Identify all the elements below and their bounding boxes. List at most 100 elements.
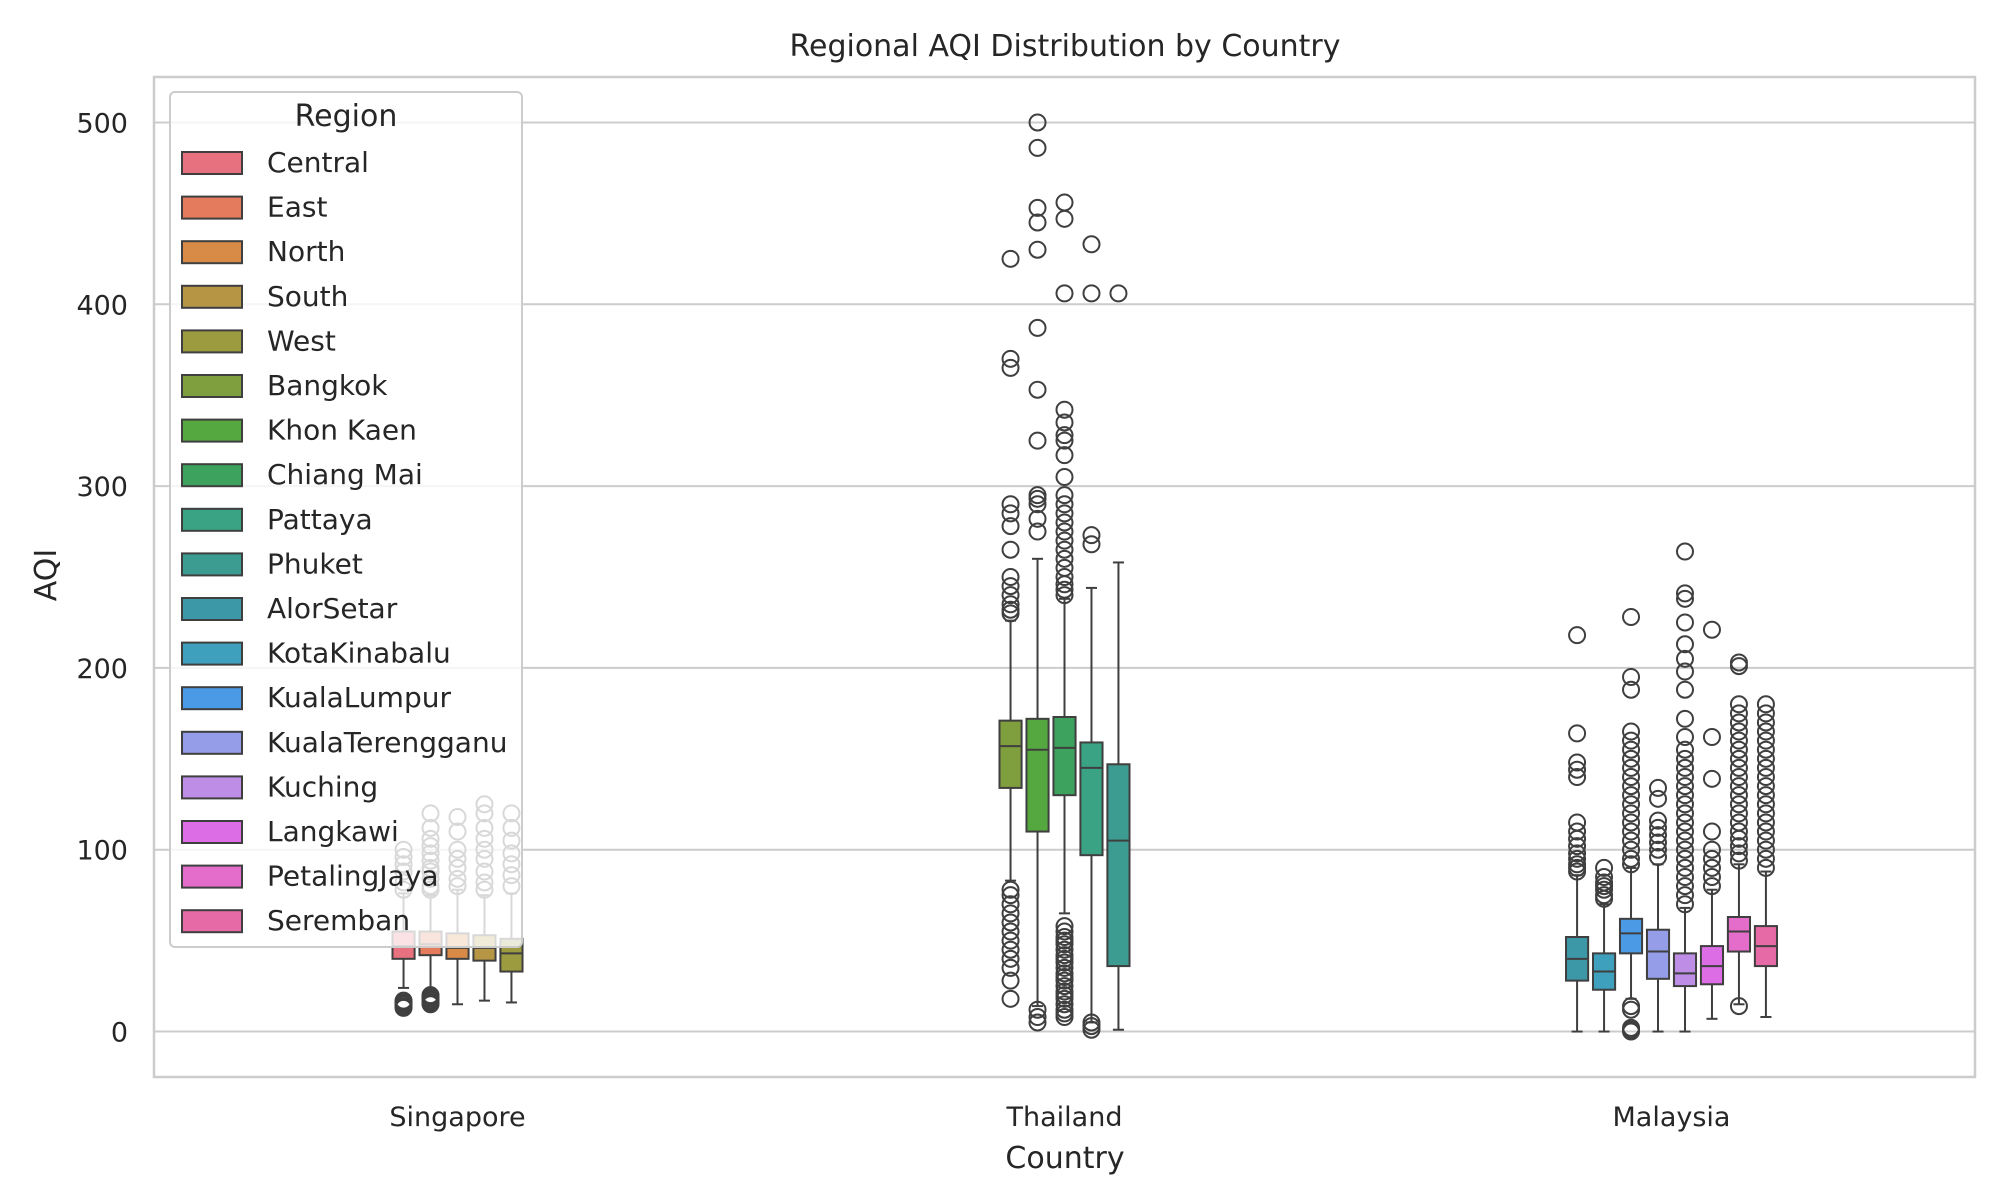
outlier-point (1055, 540, 1074, 559)
box-iqr (1645, 928, 1671, 980)
outlier-point (1082, 284, 1101, 303)
legend-label: Langkawi (267, 815, 399, 848)
outlier-point (1675, 877, 1694, 896)
outlier-point (1622, 680, 1641, 699)
outlier-point (1756, 777, 1775, 796)
outlier-point (1622, 668, 1641, 686)
outlier-point (1622, 822, 1641, 841)
outlier-point (1675, 709, 1694, 728)
outlier-point (1001, 880, 1020, 899)
outlier-point (1702, 840, 1721, 859)
outlier-point (1675, 740, 1694, 759)
legend-label: PetalingJaya (267, 860, 438, 893)
outlier-point (1729, 795, 1748, 814)
outlier-point (1055, 522, 1074, 541)
outlier-point (1675, 584, 1694, 603)
outlier-point (1055, 977, 1074, 996)
outlier-point (1756, 740, 1775, 759)
outlier-point (1702, 877, 1721, 896)
outlier-point (1702, 728, 1721, 746)
outlier-point (1001, 568, 1020, 586)
outlier-point (1001, 922, 1020, 941)
outlier-point (1649, 840, 1668, 859)
legend-swatch (181, 418, 243, 443)
outlier-point (1675, 804, 1694, 823)
outlier-point (1675, 680, 1694, 699)
outlier-point (1756, 849, 1775, 868)
axes: 0 100 200 300 400 500 Singapore Thailand Malaysi… (76, 75, 1977, 1133)
legend-frame (169, 91, 523, 948)
outlier-point (1028, 213, 1047, 232)
legend-swatch (181, 641, 243, 666)
outlier-point (1055, 558, 1074, 577)
y-tick-label: 300 (76, 472, 128, 503)
box-iqr (998, 719, 1023, 789)
outlier-point (1729, 851, 1748, 870)
outlier-point (1568, 855, 1587, 874)
outlier-point (1055, 917, 1074, 936)
outlier-point (1675, 749, 1694, 768)
outlier-point (1028, 1008, 1047, 1026)
outlier-point (1001, 577, 1020, 596)
outlier-point (1622, 608, 1641, 626)
outlier-point (1675, 849, 1694, 868)
outlier-point (1649, 811, 1668, 830)
outlier-point (1622, 758, 1641, 777)
outlier-point (1729, 804, 1748, 823)
y-axis-label: AQI (29, 549, 64, 601)
outlier-point (1622, 768, 1641, 786)
y-tick-label: 400 (76, 290, 128, 321)
outlier-point (1756, 749, 1775, 768)
legend-label: South (267, 280, 348, 313)
outlier-point (1675, 895, 1694, 914)
outlier-point (1001, 904, 1020, 923)
outlier-point (1756, 713, 1775, 732)
outlier-point (1055, 922, 1074, 941)
outlier-point (1055, 531, 1074, 550)
x-tick-label: Thailand (1006, 1102, 1123, 1133)
legend-swatch (181, 597, 243, 621)
outlier-point (1028, 522, 1047, 541)
legend-label: KualaLumpur (267, 681, 451, 714)
outlier-point (1001, 600, 1020, 619)
outlier-point (1028, 431, 1047, 450)
box-alorsetar (1565, 626, 1590, 1033)
outlier-point (1729, 813, 1748, 832)
legend-label: AlorSetar (267, 592, 398, 625)
outlier-point (1055, 995, 1074, 1014)
outlier-point (1055, 586, 1074, 605)
outlier-point (1729, 786, 1748, 805)
outlier-point (1028, 380, 1047, 399)
legend-label: KotaKinabalu (267, 637, 451, 670)
outlier-point (1082, 535, 1101, 554)
outlier-point (1622, 795, 1641, 814)
outlier-point (1756, 858, 1775, 877)
outlier-point (1729, 740, 1748, 759)
outlier-point (1675, 840, 1694, 859)
legend-title: Region (295, 99, 398, 134)
outlier-point (1001, 989, 1020, 1008)
outlier-point (1055, 426, 1074, 445)
outlier-point (1028, 318, 1047, 337)
outlier-point (1622, 740, 1641, 759)
outlier-point (1756, 786, 1775, 805)
outlier-point (1756, 840, 1775, 859)
box-iqr (1672, 952, 1698, 988)
outlier-point (1055, 413, 1074, 432)
outlier-point (1001, 358, 1020, 377)
legend-swatch (181, 240, 243, 265)
outlier-point (1568, 844, 1587, 863)
outlier-point (1622, 777, 1641, 796)
outlier-point (1729, 758, 1748, 777)
outlier-point (1702, 620, 1721, 639)
outlier-point (1082, 235, 1101, 254)
legend-label: Chiang Mai (267, 458, 423, 491)
outlier-point (1622, 855, 1641, 874)
outlier-point (1001, 971, 1020, 990)
box-iqr (1052, 716, 1077, 797)
outlier-point (1001, 913, 1020, 932)
box-khon-kaen (1025, 113, 1050, 1032)
box-kualalumpur (1618, 608, 1644, 1041)
outlier-point (1649, 789, 1668, 808)
outlier-point (1568, 768, 1587, 786)
